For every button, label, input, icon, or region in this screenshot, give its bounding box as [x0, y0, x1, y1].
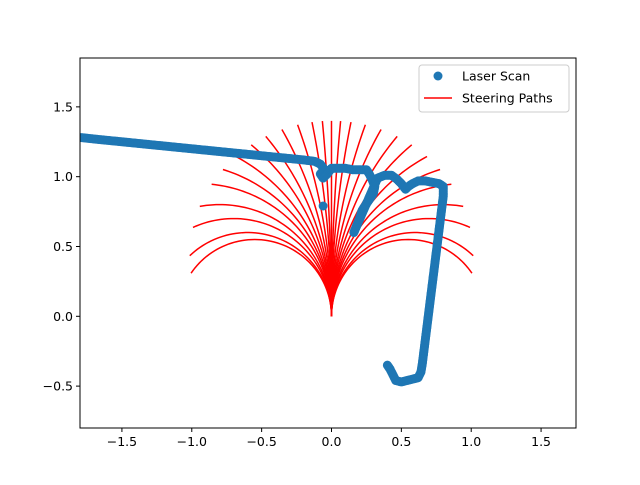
y-tick-label: 0.0 [53, 309, 73, 324]
steering-path-27 [190, 238, 333, 317]
steering-path-2 [330, 231, 474, 317]
x-tick-label: −1.0 [177, 434, 207, 449]
x-tick-label: 1.5 [531, 434, 551, 449]
x-tick-label: 0.5 [391, 434, 411, 449]
y-axis: −0.5 0.0 0.5 1.0 1.5 [43, 99, 80, 394]
y-tick-label: −0.5 [43, 379, 73, 394]
x-tick-label: 0.0 [322, 434, 342, 449]
x-axis: −1.5 −1.0 −0.5 0.0 0.5 1.0 1.5 [107, 428, 551, 449]
y-tick-label: 1.0 [53, 169, 73, 184]
laser-scan-point [318, 201, 328, 211]
plot-frame [79, 57, 577, 429]
laser-scan-layer [80, 133, 448, 387]
legend: Laser Scan Steering Paths [418, 64, 570, 113]
y-tick-label: 0.5 [53, 239, 73, 254]
legend-box [418, 64, 570, 113]
x-tick-label: −0.5 [246, 434, 276, 449]
x-tick-label: −1.5 [107, 434, 137, 449]
legend-marker-laser-scan [433, 71, 443, 81]
laser-scan-point [382, 360, 392, 370]
legend-label-steering-paths: Steering Paths [462, 91, 553, 106]
legend-label-laser-scan: Laser Scan [462, 69, 530, 84]
x-tick-label: 1.0 [461, 434, 481, 449]
y-tick-label: 1.5 [53, 99, 73, 114]
steering-path-25 [192, 217, 333, 317]
